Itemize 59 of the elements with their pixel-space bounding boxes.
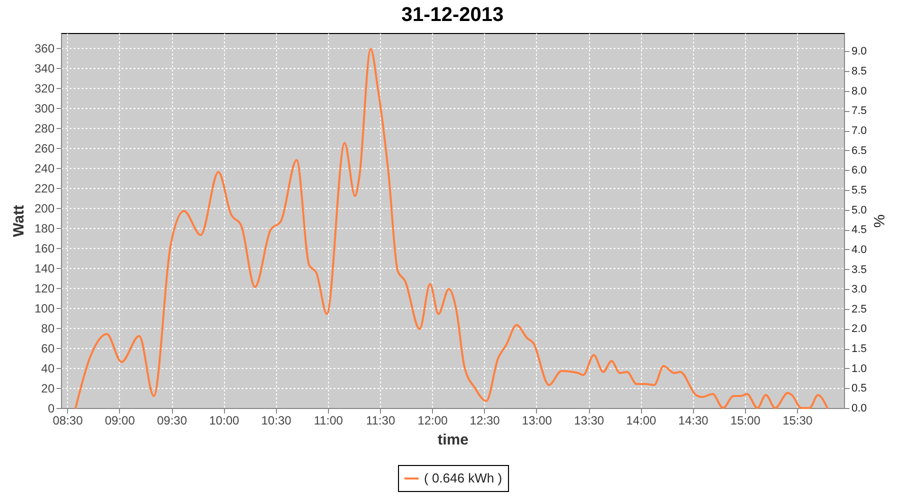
y-tick-label: 200 <box>34 202 55 216</box>
x-tick-label: 08:30 <box>52 414 84 428</box>
x-tick-label: 10:00 <box>209 414 240 428</box>
x-tick-label: 15:30 <box>782 414 813 428</box>
y-tick-label: 160 <box>34 242 55 256</box>
chart-title: 31-12-2013 <box>401 4 504 26</box>
y2-tick-label: 3.0 <box>852 284 867 296</box>
y2-tick-label: 1.0 <box>852 362 867 375</box>
y-tick-label: 240 <box>34 162 55 176</box>
x-tick-label: 14:30 <box>678 414 709 428</box>
y-axis-title: Watt <box>10 205 28 237</box>
y-tick-label: 220 <box>34 182 55 196</box>
y-tick-label: 300 <box>34 102 55 116</box>
y2-tick-label: 2.0 <box>852 323 867 336</box>
y-tick-label: 140 <box>34 262 55 276</box>
y2-tick-label: 3.5 <box>852 264 867 276</box>
y2-tick-label: 5.0 <box>852 204 867 216</box>
x-tick-label: 12:00 <box>418 414 448 428</box>
y-tick-label: 20 <box>41 382 55 396</box>
y-tick-label: 320 <box>34 82 55 96</box>
y-tick-label: 280 <box>34 122 55 136</box>
y-tick-label: 340 <box>34 62 55 76</box>
y2-tick-label: 0.5 <box>852 382 867 395</box>
x-tick-label: 11:00 <box>314 414 344 428</box>
y2-tick-label: 0.0 <box>852 402 867 414</box>
y2-tick-label: 6.5 <box>852 144 867 157</box>
y2-tick-label: 5.5 <box>852 184 867 196</box>
y2-axis-title: % <box>870 214 887 228</box>
line-series <box>74 48 828 409</box>
y-tick-label: 100 <box>34 302 55 316</box>
y2-tick-label: 4.5 <box>852 224 867 236</box>
x-tick-label: 15:00 <box>730 414 761 428</box>
y-tick-label: 80 <box>41 322 55 336</box>
y-tick-label: 260 <box>34 142 55 156</box>
y2-tick-label: 7.5 <box>852 105 867 118</box>
y2-tick-label: 6.0 <box>852 164 867 177</box>
x-tick-label: 11:30 <box>366 414 396 428</box>
y2-tick-label: 8.0 <box>852 85 867 98</box>
y-tick-label: 40 <box>41 362 55 376</box>
y-tick-label: 0 <box>48 402 55 416</box>
y-tick-label: 120 <box>34 282 55 296</box>
x-tick-label: 10:30 <box>261 414 292 428</box>
x-tick-label: 09:00 <box>104 414 136 428</box>
x-tick-label: 09:30 <box>157 414 188 428</box>
y2-tick-label: 8.5 <box>852 66 867 78</box>
legend-label: ( 0.646 kWh ) <box>424 470 502 486</box>
x-axis-title: time <box>438 432 468 448</box>
y2-tick-label: 2.5 <box>852 303 867 316</box>
x-tick-label: 13:00 <box>522 414 552 428</box>
x-tick-label: 14:00 <box>626 414 657 428</box>
y2-tick-label: 9.0 <box>852 46 867 58</box>
y-tick-label: 180 <box>34 222 55 236</box>
y-tick-label: 60 <box>41 342 55 356</box>
x-tick-label: 12:30 <box>470 414 500 428</box>
y2-tick-label: 1.5 <box>852 343 867 356</box>
x-tick-label: 13:30 <box>574 414 604 428</box>
y2-tick-label: 4.0 <box>852 244 867 256</box>
y-tick-label: 360 <box>34 42 55 56</box>
y2-tick-label: 7.0 <box>852 125 867 138</box>
